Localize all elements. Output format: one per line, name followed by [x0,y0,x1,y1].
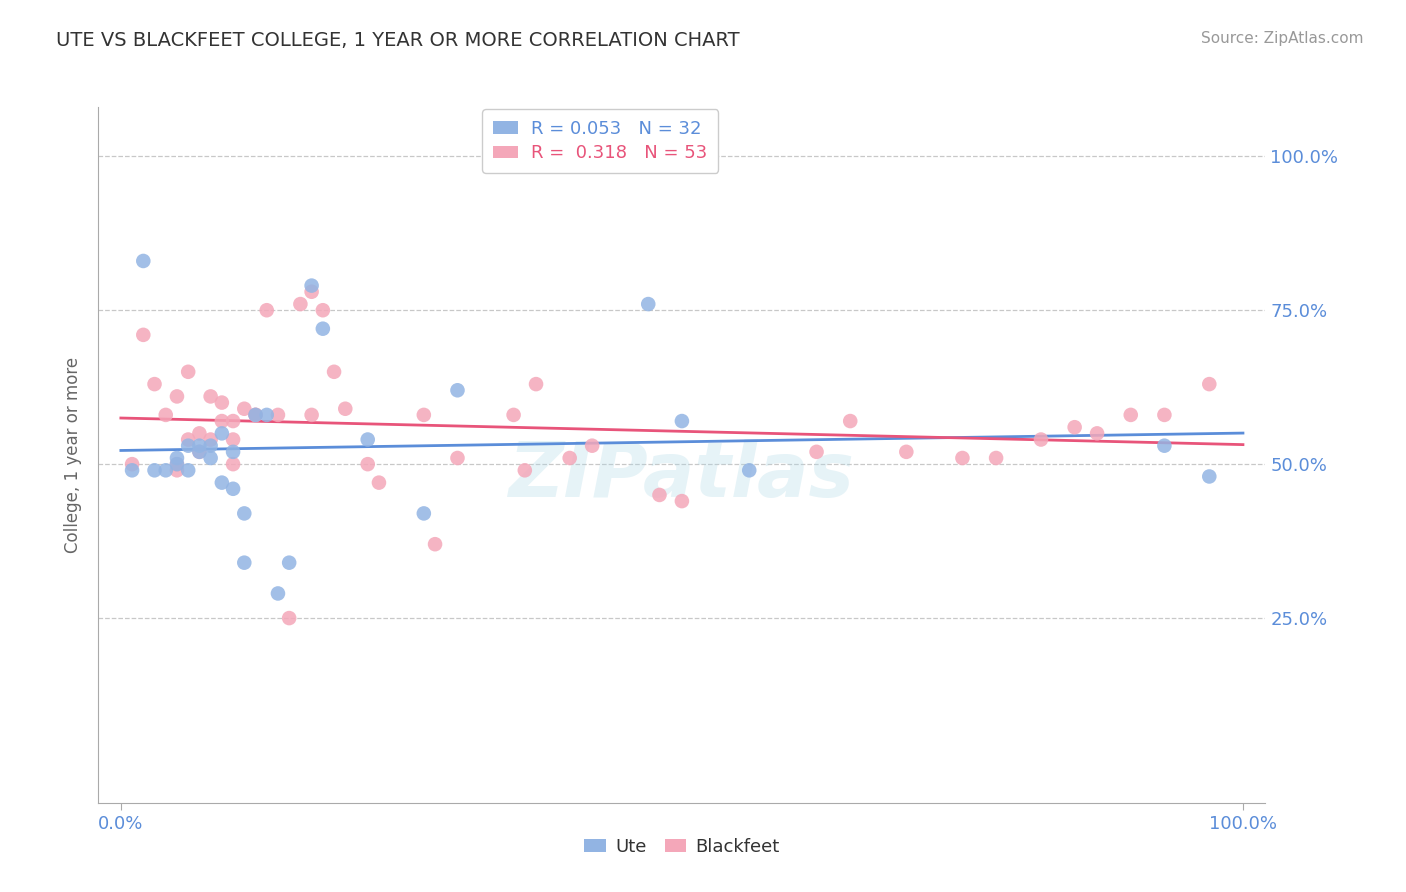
Point [155,408,177,422]
Point [177,365,200,379]
Point [211,414,233,428]
Text: Source: ZipAtlas.com: Source: ZipAtlas.com [1201,31,1364,46]
Point [502,408,524,422]
Point [222,482,245,496]
Point [233,556,256,570]
Point [335,401,357,416]
Point [166,457,188,471]
Point [290,297,312,311]
Point [357,433,380,447]
Point [1153,408,1175,422]
Point [222,445,245,459]
Point [278,556,301,570]
Legend: Ute, Blackfeet: Ute, Blackfeet [576,831,787,863]
Point [166,463,188,477]
Point [446,384,468,398]
Point [188,439,211,453]
Point [267,586,290,600]
Point [166,389,188,403]
Point [188,445,211,459]
Point [155,463,177,477]
Point [1198,469,1220,483]
Point [233,507,256,521]
Point [177,433,200,447]
Point [312,303,335,318]
Point [412,507,434,521]
Point [256,303,278,318]
Point [245,408,267,422]
Point [200,389,222,403]
Point [896,445,918,459]
Point [132,254,155,268]
Point [671,494,693,508]
Point [839,414,862,428]
Point [1198,377,1220,392]
Point [177,439,200,453]
Point [166,457,188,471]
Point [222,433,245,447]
Point [121,463,143,477]
Point [301,285,323,299]
Point [301,278,323,293]
Point [143,463,166,477]
Point [637,297,659,311]
Point [984,450,1007,465]
Point [513,463,536,477]
Point [312,321,335,335]
Point [233,401,256,416]
Point [446,450,468,465]
Point [211,395,233,409]
Point [357,457,380,471]
Point [952,450,974,465]
Y-axis label: College, 1 year or more: College, 1 year or more [65,357,83,553]
Point [806,445,828,459]
Point [738,463,761,477]
Text: UTE VS BLACKFEET COLLEGE, 1 YEAR OR MORE CORRELATION CHART: UTE VS BLACKFEET COLLEGE, 1 YEAR OR MORE… [56,31,740,50]
Point [1085,426,1108,441]
Point [558,450,581,465]
Point [256,408,278,422]
Point [581,439,603,453]
Point [245,408,267,422]
Point [1119,408,1142,422]
Point [188,445,211,459]
Point [648,488,671,502]
Point [412,408,434,422]
Point [323,365,346,379]
Point [188,426,211,441]
Point [368,475,391,490]
Point [177,463,200,477]
Point [245,408,267,422]
Point [671,414,693,428]
Point [1063,420,1085,434]
Point [121,457,143,471]
Point [143,377,166,392]
Point [278,611,301,625]
Point [1029,433,1052,447]
Point [524,377,547,392]
Point [222,457,245,471]
Point [211,426,233,441]
Point [132,327,155,342]
Point [200,439,222,453]
Point [423,537,446,551]
Point [267,408,290,422]
Point [222,414,245,428]
Point [211,475,233,490]
Point [301,408,323,422]
Point [166,450,188,465]
Text: ZIPatlas: ZIPatlas [509,439,855,513]
Point [200,433,222,447]
Point [1153,439,1175,453]
Point [200,450,222,465]
